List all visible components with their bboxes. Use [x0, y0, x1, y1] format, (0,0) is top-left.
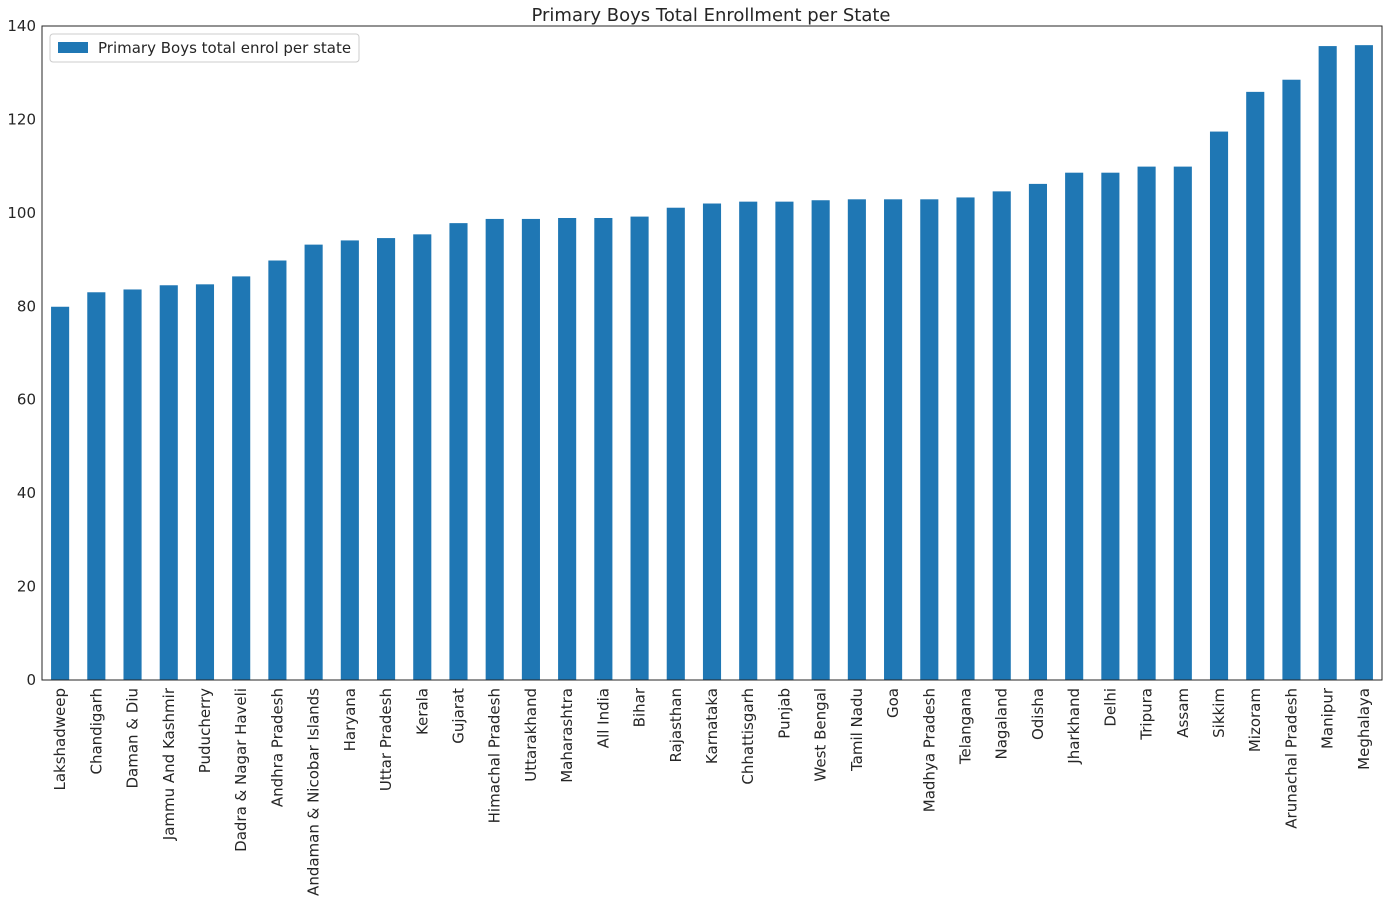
y-tick-label: 60	[17, 391, 36, 409]
x-tick-label: Punjab	[775, 688, 793, 739]
x-tick-label: Delhi	[1101, 688, 1119, 727]
y-axis-ticks: 0 20 40 60 80 100 120 140	[7, 17, 36, 689]
x-tick-label: Tripura	[1138, 688, 1156, 741]
x-tick-label: Uttarakhand	[522, 688, 540, 782]
x-tick-label: Mizoram	[1246, 688, 1264, 752]
bar	[1137, 166, 1156, 681]
bar	[739, 201, 758, 680]
x-tick-label: Chhattisgarh	[739, 688, 757, 785]
x-tick-label: Arunachal Pradesh	[1282, 688, 1300, 829]
bar	[884, 199, 903, 680]
x-tick-label: Odisha	[1029, 688, 1047, 740]
bar	[1318, 46, 1337, 680]
bar	[775, 201, 794, 680]
x-tick-label: Himachal Pradesh	[486, 688, 504, 823]
bar	[232, 276, 251, 680]
bar	[377, 238, 396, 680]
x-tick-label: Haryana	[341, 688, 359, 751]
x-tick-label: Telangana	[957, 688, 975, 765]
bar	[485, 218, 504, 680]
bar	[159, 285, 178, 680]
bar	[123, 289, 142, 680]
x-tick-label: Bihar	[631, 687, 649, 727]
bar	[340, 240, 359, 680]
legend-swatch	[58, 42, 88, 53]
x-tick-label: Karnataka	[703, 688, 721, 764]
bar	[1209, 131, 1229, 680]
bar	[51, 306, 70, 680]
x-tick-label: Goa	[884, 688, 902, 718]
bar	[195, 284, 215, 680]
bars-group	[51, 45, 1373, 681]
x-tick-label: Sikkim	[1210, 688, 1228, 738]
x-axis-ticks: Lakshadweep Chandigarh Daman & Diu Jammu An…	[51, 687, 1373, 896]
y-tick-label: 100	[7, 204, 36, 222]
bar	[702, 203, 722, 680]
x-tick-label: Dadra & Nagar Haveli	[232, 688, 250, 852]
y-tick-label: 140	[7, 17, 36, 35]
x-tick-label: Tamil Nadu	[848, 688, 866, 772]
y-tick-label: 120	[7, 110, 36, 128]
x-tick-label: Maharashtra	[558, 688, 576, 783]
bar	[1065, 172, 1084, 680]
bar	[920, 199, 939, 680]
bar	[304, 244, 323, 680]
bar	[1246, 91, 1265, 681]
x-tick-label: Uttar Pradesh	[377, 688, 395, 791]
bar	[558, 217, 577, 680]
bar	[449, 223, 468, 681]
bar	[521, 218, 540, 680]
x-tick-label: Nagaland	[993, 688, 1011, 760]
bar	[594, 217, 613, 680]
bar	[268, 260, 287, 680]
x-tick-label: Andhra Pradesh	[268, 688, 286, 807]
x-tick-label: Puducherry	[196, 688, 214, 773]
legend-box	[49, 33, 360, 63]
bar	[956, 197, 975, 681]
bar	[1101, 172, 1120, 680]
bar	[1028, 183, 1047, 680]
x-tick-label: Andaman & Nicobar Islands	[305, 688, 323, 896]
x-tick-label: Kerala	[413, 688, 431, 735]
bar	[666, 207, 685, 680]
x-tick-label: All India	[594, 688, 612, 748]
bar	[992, 191, 1011, 680]
x-tick-label: Madhya Pradesh	[920, 688, 938, 812]
x-tick-label: Assam	[1174, 688, 1192, 738]
y-tick-label: 0	[26, 671, 36, 689]
x-tick-label: Meghalaya	[1355, 688, 1373, 770]
bar	[811, 200, 830, 680]
y-tick-label: 80	[17, 297, 36, 315]
legend-label: Primary Boys total enrol per state	[98, 39, 351, 57]
bar	[847, 199, 866, 680]
x-tick-label: Jharkhand	[1065, 688, 1083, 765]
bar	[1282, 79, 1301, 680]
bar	[413, 234, 432, 681]
x-tick-label: Chandigarh	[87, 688, 105, 775]
plot-frame	[41, 25, 1383, 681]
y-tick-label: 20	[17, 578, 36, 596]
x-tick-label: Gujarat	[449, 688, 467, 744]
bar	[1354, 45, 1373, 681]
x-tick-label: Daman & Diu	[124, 688, 142, 789]
chart-title: Primary Boys Total Enrollment per State	[531, 5, 890, 26]
x-tick-label: Jammu And Kashmir	[160, 687, 178, 841]
x-tick-label: Manipur	[1319, 687, 1337, 749]
y-tick-label: 40	[17, 484, 36, 502]
bar	[87, 292, 106, 680]
legend: Primary Boys total enrol per state	[49, 33, 360, 63]
x-tick-label: Rajasthan	[667, 688, 685, 763]
bar	[1173, 166, 1192, 681]
x-tick-label: Lakshadweep	[51, 688, 69, 791]
x-tick-label: West Bengal	[812, 688, 830, 782]
bar	[630, 216, 649, 680]
